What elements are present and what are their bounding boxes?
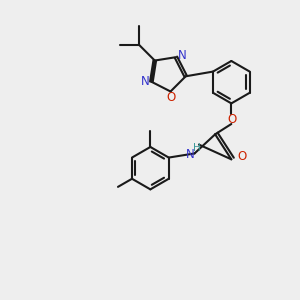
- Text: O: O: [166, 91, 175, 104]
- Text: O: O: [237, 150, 246, 163]
- Text: N: N: [178, 49, 187, 62]
- Text: N: N: [140, 75, 149, 88]
- Text: O: O: [227, 113, 237, 126]
- Text: N: N: [186, 148, 194, 160]
- Text: H: H: [193, 143, 201, 153]
